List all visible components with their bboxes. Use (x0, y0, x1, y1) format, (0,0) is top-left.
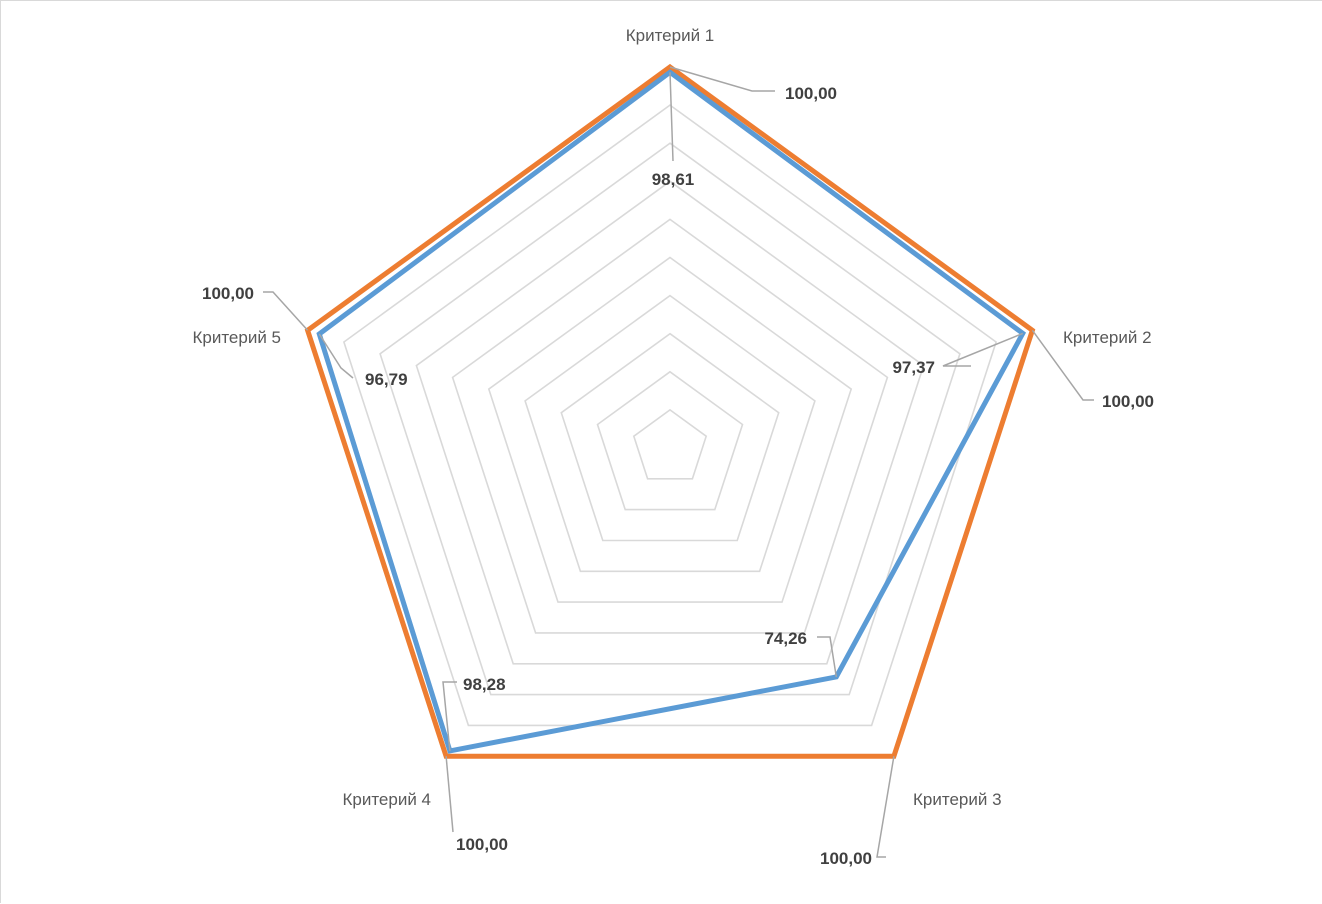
leader-line-s2-3 (817, 636, 838, 678)
data-label-s2-2: 97,37 (892, 358, 935, 377)
leader-line-s2-5 (318, 333, 354, 379)
leader-line-s1-5 (263, 291, 309, 331)
category-label-3: Критерий 3 (913, 790, 1002, 809)
category-label-5: Критерий 5 (192, 328, 281, 347)
grid-ring-8 (379, 142, 961, 696)
leader-line-s2-2 (942, 332, 1024, 367)
grid-ring-5 (487, 256, 853, 603)
category-label-2: Критерий 2 (1063, 328, 1152, 347)
data-label-s2-5: 96,79 (365, 370, 408, 389)
data-label-s1-2: 100,00 (1102, 392, 1154, 411)
grid-ring-4 (524, 294, 816, 573)
grid-ring-6 (451, 218, 889, 634)
data-label-s1-3: 100,00 (820, 849, 872, 868)
data-label-s1-5: 100,00 (202, 284, 254, 303)
leader-line-s1-3 (876, 756, 895, 858)
category-label-4: Критерий 4 (342, 790, 431, 809)
grid-ring-7 (415, 180, 925, 665)
leader-line-s1-4 (445, 756, 454, 833)
leader-line-s1-1 (669, 66, 775, 92)
grid-ring-9 (342, 104, 998, 727)
data-label-s1-1: 100,00 (785, 84, 837, 103)
series-1-line (304, 63, 1036, 759)
leader-line-s2-4 (442, 681, 457, 751)
data-label-s2-4: 98,28 (463, 675, 506, 694)
grid-ring-1 (632, 408, 708, 480)
grid-ring-2 (596, 370, 744, 511)
data-label-s2-3: 74,26 (764, 629, 807, 648)
category-label-1: Критерий 1 (626, 26, 715, 45)
data-label-s2-1: 98,61 (652, 170, 695, 189)
grid-ring-3 (560, 332, 780, 542)
data-label-s1-4: 100,00 (456, 835, 508, 854)
series-2-line (316, 69, 1027, 754)
series-layer (304, 63, 1036, 759)
leader-line-s1-2 (1031, 329, 1094, 401)
category-labels: Критерий 1 Критерий 2 Критерий 3 Критери… (192, 26, 1151, 809)
data-labels: 100,00 100,00 100,00 100,00 100,00 98,61… (202, 84, 1154, 868)
leader-lines (263, 66, 1094, 858)
leader-line-s2-1 (669, 72, 674, 162)
